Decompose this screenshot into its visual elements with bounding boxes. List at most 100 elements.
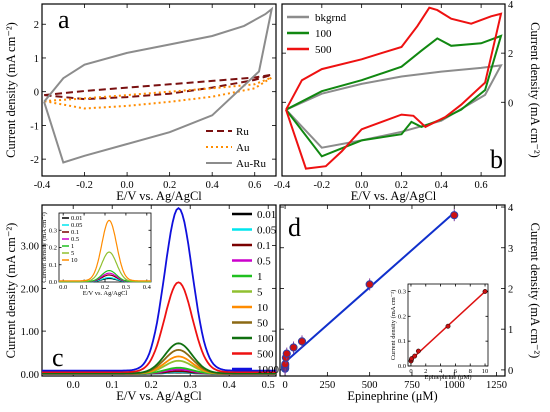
panel-label-a: a [58,5,70,34]
x-axis-label: Epinephrine (μM) [425,374,472,381]
x-axis-label: Epinephrine (μM) [347,389,437,403]
inset-legend-label: 1 [71,243,74,250]
legend-label: 0.5 [257,256,271,268]
x-tick-label: -0.2 [76,180,93,191]
inset-legend-label: 0.5 [71,236,79,243]
y-tick-label: 1.00 [21,327,39,338]
y-tick-label: 4 [508,0,514,11]
panel-a: -0.4 -0.2 0.0 0.2 0.4 0.6 -2 -1 0 1 2 E/V vs. Ag/Ag… [4,3,277,203]
series-line [42,281,276,373]
x-axis-label: E/V vs. Ag/AgCl [116,189,202,203]
y-tick-label: -2 [30,155,39,166]
panel-c-inset: 0.0 0.1 0.2 0.3 0.40.00.10.20.3E/V vs. Ag/Ag… [41,212,152,297]
y-tick-label: 4 [508,203,514,214]
inset-legend-label: 0.05 [71,222,82,229]
x-tick-label: 1000 [444,380,465,391]
legend-label: Au-Ru [236,158,266,170]
y-tick-label: 2 [508,49,513,60]
legend-label: 50 [257,318,269,330]
x-tick-label: 0 [282,380,287,391]
x-tick-label: 0.0 [67,380,80,391]
data-point [289,343,298,352]
x-tick-label: -0.2 [314,180,331,191]
inset-series-line [59,219,151,282]
x-tick-label: 10 [482,368,489,375]
x-tick-label: 0.0 [355,180,368,191]
legend-label: 500 [315,44,332,56]
panel-label-b: b [490,145,503,174]
legend-label: 0.01 [257,209,276,221]
x-tick-label: 500 [362,380,378,391]
series-line [43,6,274,164]
x-tick-label: 0.3 [184,380,197,391]
x-tick-label: 0.2 [163,180,176,191]
x-tick-label: 0 [409,368,412,375]
y-tick-label: 0.0 [49,279,57,286]
inset-data-point [412,353,418,359]
y-tick-label: 0 [508,98,513,109]
y-axis-label: Current density (mA cm⁻²) [390,290,397,361]
x-tick-label: 4 [439,368,443,375]
x-tick-label: 0.1 [106,380,119,391]
x-tick-label: 0.1 [80,284,88,291]
x-tick-label: 0.4 [223,380,237,391]
x-tick-label: 0.0 [121,180,134,191]
legend-label: Au [236,142,250,154]
y-tick-label: -1 [30,121,39,132]
y-tick-label: 0.00 [21,370,39,381]
x-tick-label: 0.4 [206,180,220,191]
x-axis-label: E/V vs. Ag/AgCl [351,189,437,203]
panel-label-c: c [52,343,64,372]
legend-label: 100 [257,333,274,345]
legend-label: 0.05 [257,225,277,237]
y-tick-label: 2 [34,20,39,31]
x-tick-label: 0.6 [248,180,261,191]
panel-label-d: d [288,213,301,242]
inset-data-point [482,289,488,294]
series-line [43,76,273,110]
y-tick-label: 1 [34,54,39,65]
inset-data-point [415,348,421,354]
series-line [42,342,276,375]
series-line [285,6,503,170]
y-tick-label: 2.00 [21,284,39,295]
inset-legend-label: 10 [71,257,78,264]
y-tick-label: 0.3 [398,288,406,295]
x-axis-label: E/V vs. Ag/AgCl [83,290,128,297]
series-line [43,73,272,101]
x-tick-label: 0.6 [475,180,488,191]
legend-label: 500 [257,349,274,361]
y-axis-label: Current density (mA cm⁻²) [41,212,48,283]
x-tick-label: 0.3 [122,284,130,291]
plot-frame [41,204,277,377]
x-tick-label: 0.2 [395,180,408,191]
legend-label: Ru [236,126,249,138]
x-tick-label: -0.4 [34,180,51,191]
legend-label: 1000 [257,364,280,376]
x-tick-label: 2 [424,368,427,375]
inset-legend-label: 0.1 [71,229,79,236]
inset-background [59,213,151,282]
x-tick-label: 0.5 [262,380,275,391]
series-line [42,207,276,372]
data-point [450,211,459,220]
y-tick-label: 3.00 [21,242,39,253]
legend-label: 10 [257,302,269,314]
inset-data-point [445,323,451,329]
plot-frame [281,3,506,177]
plot-frame [279,204,506,377]
inset-legend-label: 5 [71,250,74,257]
inset-legend-label: 0.01 [71,215,82,222]
panel-c: 0.0 0.1 0.2 0.3 0.4 0.5 0.00 1.00 2.00 3.00 E/V vs… [4,204,280,403]
data-point [297,337,307,346]
legend-label: bkgrnd [315,12,347,24]
y-axis-label: Current density (mA cm⁻²) [4,22,18,158]
legend-label: 100 [315,28,332,40]
x-tick-label: -0.4 [274,180,291,191]
x-tick-label: 750 [404,380,420,391]
y-tick-label: 0.3 [49,227,57,234]
y-tick-label: 0.1 [49,262,57,269]
